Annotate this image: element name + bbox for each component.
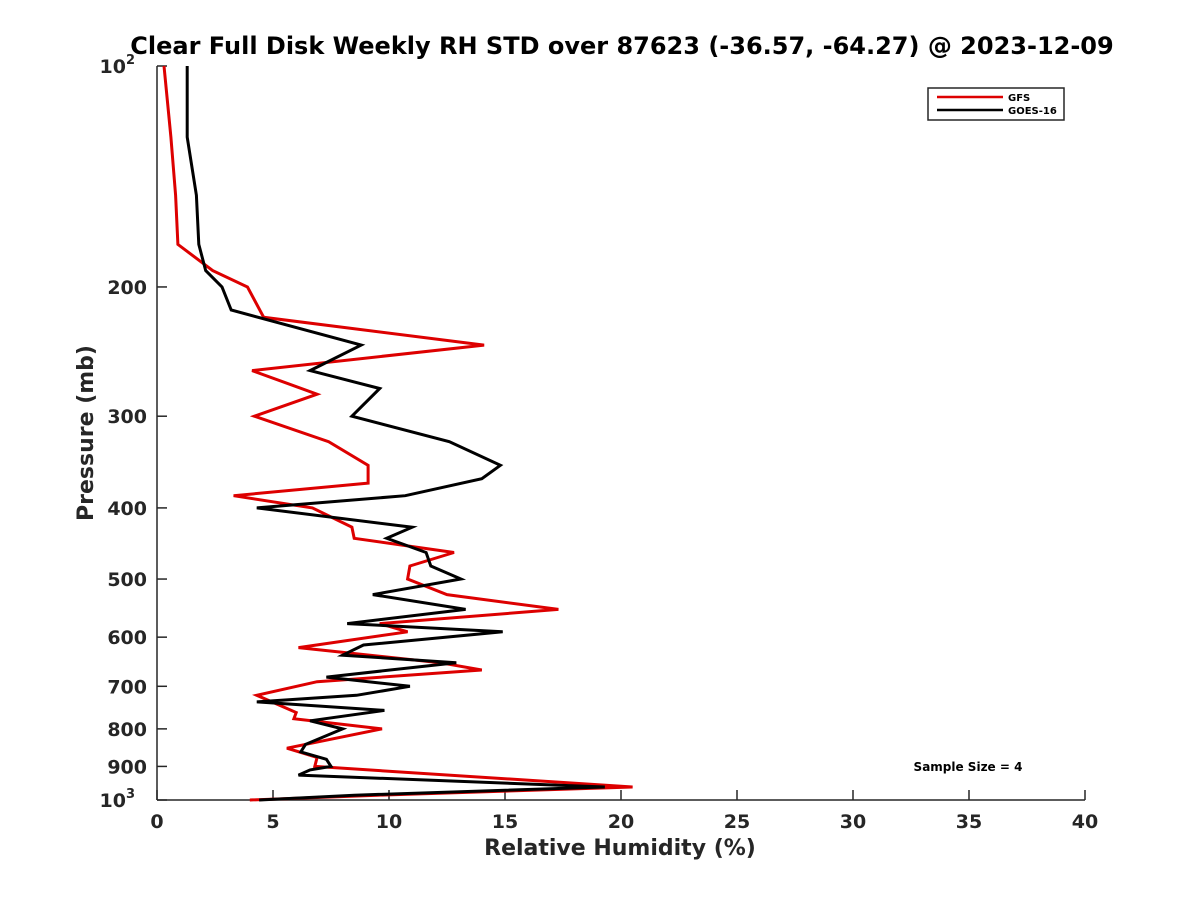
x-axis-label: Relative Humidity (%) — [484, 836, 756, 861]
legend-label-gfs: GFS — [1008, 93, 1030, 104]
series-line-gfs — [162, 65, 633, 802]
x-tick-label: 5 — [266, 811, 279, 833]
y-tick-label: 500 — [107, 569, 147, 591]
y-tick-label: 700 — [107, 676, 147, 698]
y-tick-label: 800 — [107, 719, 147, 741]
x-tick-label: 15 — [492, 811, 518, 833]
chart-title: Clear Full Disk Weekly RH STD over 87623… — [130, 32, 1113, 60]
x-tick-label: 20 — [608, 811, 634, 833]
plot-area: 0 5 10 15 20 25 30 35 40 102 200 300 400 500 600 700 80… — [100, 53, 1099, 833]
x-tick-label: 40 — [1072, 811, 1098, 833]
x-axis-ticks: 0 5 10 15 20 25 30 35 40 — [150, 790, 1098, 833]
x-tick-label: 25 — [724, 811, 750, 833]
series-line-goes16 — [185, 66, 605, 802]
x-tick-label: 0 — [150, 811, 163, 833]
y-axis-ticks: 102 200 300 400 500 600 700 800 900 103 — [100, 53, 167, 812]
series-lines — [162, 65, 633, 802]
legend: GFS GOES-16 — [927, 87, 1065, 121]
y-axis-label: Pressure (mb) — [74, 345, 99, 521]
y-tick-label: 300 — [107, 406, 147, 428]
y-tick-label: 900 — [107, 756, 147, 778]
sample-size-annotation: Sample Size = 4 — [914, 760, 1023, 774]
y-tick-label: 102 — [100, 53, 136, 78]
y-tick-label: 600 — [107, 627, 147, 649]
y-tick-label: 400 — [107, 498, 147, 520]
y-tick-label: 200 — [107, 277, 147, 299]
legend-label-goes16: GOES-16 — [1008, 106, 1057, 117]
x-tick-label: 30 — [840, 811, 866, 833]
x-tick-label: 35 — [956, 811, 982, 833]
x-tick-label: 10 — [376, 811, 402, 833]
y-tick-label: 103 — [100, 787, 136, 812]
legend-box — [927, 87, 1065, 121]
